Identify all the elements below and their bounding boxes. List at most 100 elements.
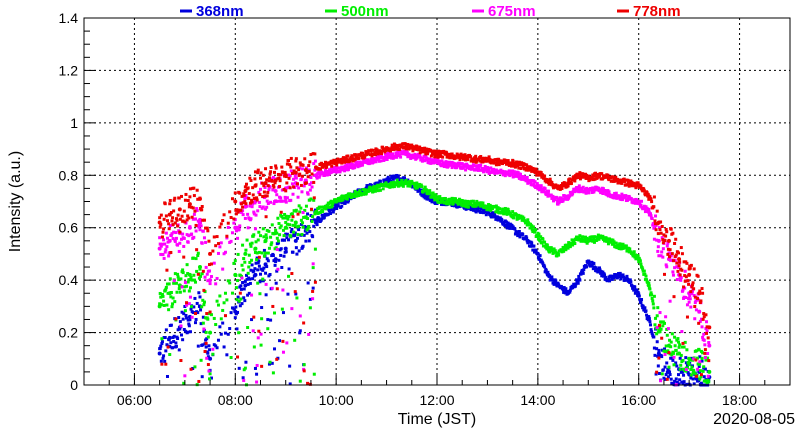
data-point: [252, 197, 256, 201]
data-point: [531, 248, 535, 252]
data-point: [287, 267, 291, 271]
series-layer: [157, 142, 712, 387]
data-point: [604, 189, 608, 193]
data-point: [689, 376, 693, 380]
data-point: [400, 182, 404, 186]
data-point: [332, 200, 336, 204]
data-point: [177, 348, 181, 352]
data-point: [294, 208, 298, 212]
data-point: [340, 157, 344, 161]
data-point: [677, 382, 681, 386]
data-point: [685, 261, 689, 265]
data-point: [173, 300, 177, 304]
data-point: [238, 224, 242, 228]
data-point: [689, 368, 693, 372]
data-point: [344, 165, 349, 170]
data-point: [674, 361, 678, 365]
data-point: [381, 155, 385, 159]
data-point: [301, 174, 305, 178]
data-point: [418, 151, 422, 155]
data-point: [658, 330, 662, 334]
data-point: [355, 160, 359, 164]
data-point: [684, 260, 688, 264]
data-point: [398, 180, 402, 184]
data-point: [515, 213, 519, 217]
data-point: [706, 356, 710, 360]
data-point: [252, 233, 256, 237]
data-point: [257, 255, 261, 259]
data-point: [435, 160, 439, 165]
data-point: [221, 308, 225, 312]
data-point: [586, 238, 591, 243]
data-point: [687, 363, 691, 367]
data-point: [309, 214, 313, 218]
data-point: [296, 195, 300, 199]
data-point: [199, 224, 203, 228]
data-point: [164, 231, 168, 235]
data-point: [360, 151, 364, 155]
data-point: [581, 185, 585, 189]
data-point: [327, 205, 331, 209]
data-point: [272, 185, 276, 189]
data-point: [194, 229, 198, 233]
data-point: [479, 155, 483, 159]
data-point: [395, 155, 399, 159]
data-point: [207, 369, 211, 373]
data-point: [699, 299, 703, 303]
data-point: [182, 209, 186, 213]
data-point: [226, 225, 230, 229]
data-point: [226, 279, 230, 283]
data-point: [626, 178, 630, 182]
data-point: [694, 374, 698, 378]
data-point: [298, 172, 302, 176]
data-point: [179, 333, 183, 337]
data-point: [190, 315, 194, 319]
data-point: [562, 286, 566, 290]
data-point: [378, 155, 382, 159]
data-point: [647, 281, 651, 285]
data-point: [498, 207, 502, 211]
data-point: [520, 177, 524, 181]
data-point: [250, 293, 254, 297]
data-point: [623, 179, 627, 183]
data-point: [664, 234, 668, 238]
data-point: [673, 379, 677, 383]
data-point: [311, 286, 315, 290]
data-point: [275, 236, 279, 240]
data-point: [222, 301, 226, 305]
data-point: [501, 169, 505, 173]
data-point: [614, 191, 618, 195]
data-point: [475, 157, 480, 162]
data-point: [505, 160, 510, 165]
data-point: [160, 362, 164, 366]
data-point: [649, 197, 653, 201]
data-point: [624, 244, 628, 248]
data-point: [692, 293, 696, 297]
data-point: [652, 226, 656, 230]
data-point: [458, 198, 462, 202]
data-point: [223, 291, 227, 295]
data-point: [525, 220, 530, 225]
data-point: [218, 245, 222, 249]
data-point: [242, 368, 246, 372]
data-point: [566, 291, 571, 296]
data-point: [338, 160, 342, 164]
data-point: [331, 202, 335, 206]
data-point: [552, 282, 556, 286]
data-point: [248, 281, 252, 285]
data-point: [373, 151, 377, 155]
data-point: [520, 218, 524, 222]
data-point: [358, 189, 362, 193]
data-point: [193, 209, 197, 213]
data-point: [243, 283, 248, 288]
data-point: [182, 244, 186, 248]
data-point: [241, 281, 245, 285]
data-point: [671, 351, 675, 355]
data-point: [329, 199, 333, 203]
data-point: [701, 335, 705, 339]
data-point: [256, 238, 260, 242]
data-point: [448, 156, 452, 160]
data-point: [239, 287, 243, 291]
data-point: [193, 296, 197, 300]
